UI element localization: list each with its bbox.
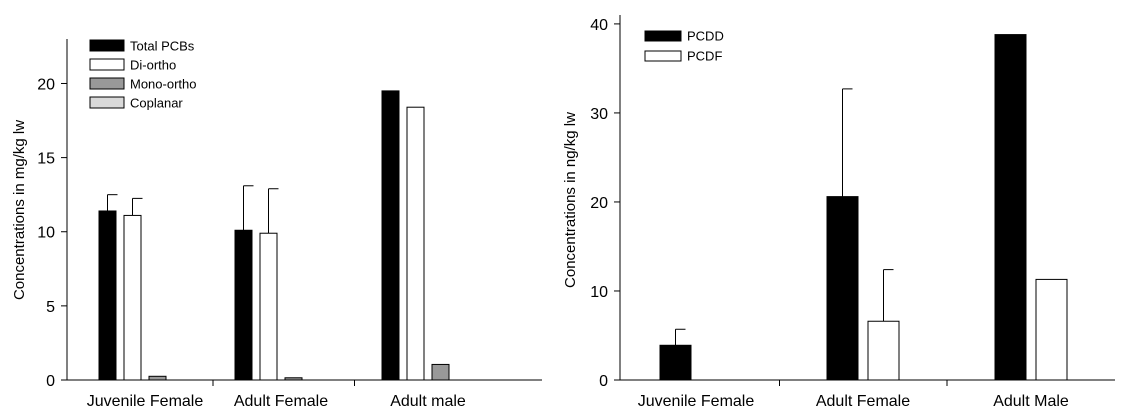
- bar-mono-ortho-adult-male: [431, 363, 450, 381]
- y-tick-label: 15: [37, 151, 55, 168]
- y-tick-label: 20: [590, 195, 608, 212]
- bar-di-ortho-adult-female: [259, 232, 278, 381]
- x-tick-label: Juvenile Female: [87, 393, 204, 410]
- y-tick-label: 0: [599, 373, 608, 390]
- legend-swatch-pcdd: [644, 30, 682, 42]
- bar-total-pcbs-adult-female: [234, 229, 253, 381]
- bar-total-pcbs-adult-male: [381, 90, 400, 381]
- dioxin-furan-concentration-chart: 0 10 20 30 40 Concentrations in ng/kg lw Juven…: [562, 15, 1115, 410]
- x-tick-label: Adult Female: [816, 393, 910, 410]
- bar-mono-ortho-juvenile-female: [148, 375, 167, 381]
- x-tick-label: Adult Male: [993, 393, 1069, 410]
- pcb-concentration-chart: 0 5 10 15 20 Concentrations in mg/kg lw Juveni…: [11, 39, 542, 410]
- y-tick-label: 30: [590, 106, 608, 123]
- y-tick-label: 40: [590, 17, 608, 34]
- bar-pcdd-juvenile-female: [659, 344, 692, 381]
- y-tick-label: 0: [46, 373, 55, 390]
- x-tick-label: Adult male: [390, 393, 466, 410]
- legend-label-pcdf: PCDF: [687, 49, 722, 64]
- legend-label-coplanar: Coplanar: [130, 96, 183, 111]
- x-tick-label: Adult Female: [234, 393, 328, 410]
- y-tick-label: 10: [590, 284, 608, 301]
- bar-di-ortho-juvenile-female: [123, 214, 142, 381]
- bar-pcdf-adult-male: [1035, 278, 1068, 381]
- bar-pcdd-adult-male: [994, 34, 1027, 381]
- bar-pcdf-adult-female: [867, 320, 900, 381]
- legend-label-total-pcbs: Total PCBs: [130, 39, 195, 54]
- legend-swatch-mono-ortho: [89, 77, 125, 90]
- y-tick-label: 20: [37, 76, 55, 93]
- y-axis-label: Concentrations in ng/kg lw: [562, 112, 579, 288]
- y-tick-label: 10: [37, 225, 55, 242]
- x-tick-label: Juvenile Female: [638, 393, 755, 410]
- y-axis-label: Concentrations in mg/kg lw: [11, 120, 28, 300]
- legend-label-di-ortho: Di-ortho: [130, 58, 176, 73]
- bar-total-pcbs-juvenile-female: [98, 210, 117, 381]
- legend-label-mono-ortho: Mono-ortho: [130, 77, 196, 92]
- legend-swatch-total-pcbs: [89, 39, 125, 52]
- bar-di-ortho-adult-male: [406, 106, 425, 381]
- bar-mono-ortho-adult-female: [284, 377, 303, 381]
- legend-swatch-di-ortho: [89, 58, 125, 71]
- legend-swatch-pcdf: [644, 50, 682, 62]
- y-tick-label: 5: [46, 299, 55, 316]
- legend-label-pcdd: PCDD: [687, 29, 724, 44]
- bar-pcdd-adult-female: [826, 196, 859, 381]
- legend-swatch-coplanar: [89, 96, 125, 109]
